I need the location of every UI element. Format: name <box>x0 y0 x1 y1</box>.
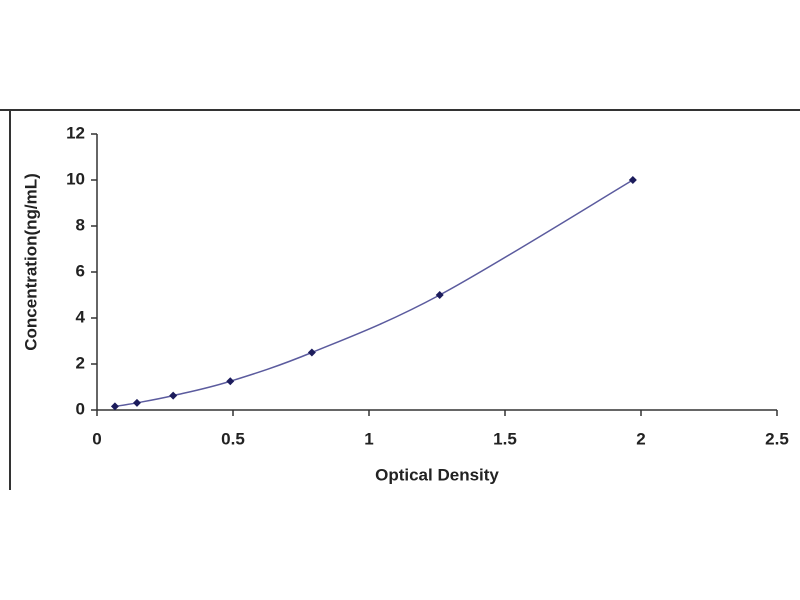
x-axis-label: Optical Density <box>375 465 499 484</box>
x-tick-label: 1 <box>364 429 373 448</box>
x-tick-label: 2.5 <box>765 429 789 448</box>
x-tick-label: 1.5 <box>493 429 517 448</box>
y-tick-label: 8 <box>76 215 85 234</box>
y-axis-label: Concentration(ng/mL) <box>21 173 40 351</box>
data-point <box>110 402 119 411</box>
y-tick-label: 12 <box>66 123 85 142</box>
x-tick-label: 0 <box>92 429 101 448</box>
data-point <box>628 176 637 184</box>
data-point <box>435 291 444 299</box>
y-tick-label: 2 <box>76 353 85 372</box>
x-tick-label: 0.5 <box>221 429 245 448</box>
data-point <box>226 377 235 386</box>
y-tick-label: 4 <box>76 307 86 326</box>
data-point <box>307 348 316 357</box>
data-point <box>132 398 141 407</box>
x-tick-label: 2 <box>636 429 645 448</box>
fit-curve <box>114 179 634 408</box>
y-tick-label: 6 <box>76 261 85 280</box>
y-tick-label: 10 <box>66 169 85 188</box>
y-tick-label: 0 <box>76 399 85 418</box>
data-point <box>169 391 178 400</box>
